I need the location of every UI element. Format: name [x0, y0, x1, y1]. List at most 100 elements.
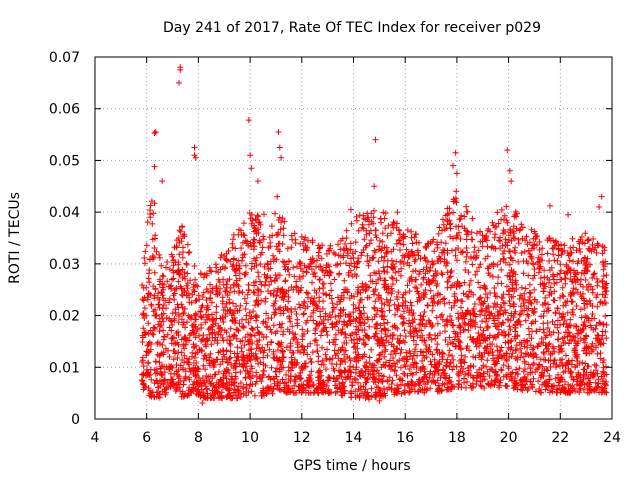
data-point [551, 257, 558, 264]
data-point [198, 347, 205, 354]
data-point [375, 258, 382, 265]
data-point [252, 257, 259, 264]
data-point [552, 309, 559, 316]
data-point [339, 235, 346, 242]
data-point [373, 393, 380, 400]
data-point [229, 376, 236, 383]
data-point [170, 259, 177, 266]
data-point [439, 356, 446, 363]
data-point [459, 248, 466, 255]
data-point [327, 245, 333, 252]
y-tick-label: 0.07 [49, 50, 80, 66]
data-point [335, 241, 341, 248]
data-point [307, 340, 314, 347]
data-point [567, 251, 574, 258]
data-point [415, 378, 422, 385]
data-point [551, 357, 557, 364]
data-point [152, 358, 159, 365]
data-point [407, 299, 414, 306]
data-point [147, 202, 154, 209]
data-point [584, 237, 591, 244]
data-point [313, 302, 320, 309]
data-point [368, 385, 375, 392]
data-point [298, 375, 305, 382]
data-point [198, 314, 205, 321]
data-point [350, 309, 357, 316]
data-point [140, 310, 147, 317]
data-point [254, 324, 261, 331]
data-point [159, 272, 166, 279]
data-point [397, 332, 404, 339]
data-point [171, 340, 177, 347]
data-point [407, 328, 413, 335]
data-point [321, 325, 328, 331]
data-point [550, 345, 557, 352]
data-point [218, 377, 225, 384]
data-point [153, 248, 160, 255]
data-point [264, 352, 271, 359]
data-point [441, 381, 448, 388]
data-point [175, 367, 182, 373]
data-point [518, 349, 525, 356]
data-point [384, 386, 391, 393]
data-point [216, 383, 223, 390]
data-point [438, 388, 445, 394]
data-point [156, 359, 163, 366]
data-point [521, 381, 528, 388]
data-point [486, 373, 493, 379]
data-point [542, 342, 549, 349]
data-point [157, 383, 164, 389]
data-point [578, 233, 585, 240]
data-point [404, 372, 411, 379]
data-point [391, 367, 398, 374]
data-point [417, 312, 424, 319]
data-point [145, 349, 151, 356]
data-point [256, 237, 263, 244]
data-point [483, 345, 490, 352]
data-point [150, 255, 156, 262]
data-point [395, 289, 402, 296]
data-point [439, 216, 446, 223]
data-point [300, 273, 307, 280]
data-point [557, 261, 564, 268]
data-point [392, 311, 398, 318]
data-point [434, 241, 441, 248]
data-point [286, 271, 293, 278]
data-point [396, 376, 403, 383]
data-point [298, 342, 305, 349]
data-point [573, 323, 580, 330]
data-point [601, 263, 608, 270]
data-point [251, 243, 258, 249]
data-point [267, 239, 274, 246]
data-point [558, 374, 565, 381]
data-point [420, 352, 427, 359]
data-point [554, 271, 561, 278]
data-point [375, 292, 382, 299]
data-point [167, 317, 174, 324]
data-point [205, 306, 212, 313]
data-point [278, 219, 285, 226]
data-point [414, 249, 421, 256]
data-point [452, 247, 459, 253]
data-point [531, 286, 538, 293]
data-point [156, 251, 163, 258]
data-point [421, 337, 428, 344]
data-point [582, 373, 588, 380]
data-point [193, 360, 200, 366]
data-point [561, 334, 568, 341]
data-point [262, 282, 268, 289]
data-point [489, 349, 496, 355]
data-point [397, 247, 403, 253]
data-point [400, 241, 407, 248]
data-point [139, 354, 146, 361]
data-point [435, 230, 442, 237]
data-point [557, 294, 563, 301]
data-point [345, 269, 352, 276]
data-point [462, 353, 469, 360]
data-point [518, 221, 525, 228]
data-point [380, 373, 387, 380]
data-point [304, 317, 311, 324]
data-point [318, 361, 325, 368]
data-point [200, 362, 207, 369]
data-point [284, 305, 291, 312]
